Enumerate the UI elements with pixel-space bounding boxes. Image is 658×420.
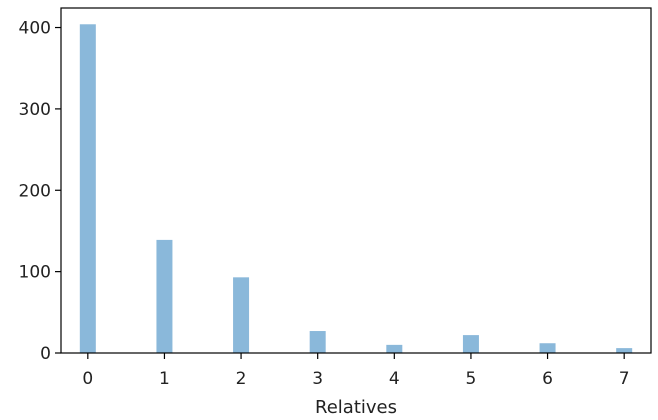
y-tick-label: 200: [19, 181, 51, 201]
x-tick-label: 2: [236, 369, 247, 389]
y-tick-label: 300: [19, 100, 51, 120]
bar-0: [79, 24, 96, 353]
y-tick-label: 400: [19, 19, 51, 39]
bar-7: [616, 348, 633, 353]
x-axis-label: Relatives: [315, 397, 397, 418]
bar-5: [462, 335, 479, 353]
x-tick-label: 3: [312, 369, 323, 389]
bar-3: [309, 331, 326, 353]
bars-group: [79, 24, 633, 353]
bar-4: [386, 344, 403, 353]
bar-2: [233, 277, 250, 353]
x-ticks-group: 0 1 2 3 4 5 6 7: [82, 353, 630, 389]
y-ticks-group: 0 100 200 300 400: [19, 19, 61, 364]
plot-frame: [60, 7, 652, 354]
y-tick-label: 0: [40, 344, 51, 364]
bar-6: [539, 343, 556, 353]
x-tick-label: 1: [159, 369, 170, 389]
x-tick-label: 0: [82, 369, 93, 389]
x-tick-label: 5: [466, 369, 477, 389]
x-tick-label: 7: [619, 369, 630, 389]
y-tick-label: 100: [19, 263, 51, 283]
bar-1: [156, 239, 173, 353]
x-tick-label: 4: [389, 369, 400, 389]
x-tick-label: 6: [542, 369, 553, 389]
